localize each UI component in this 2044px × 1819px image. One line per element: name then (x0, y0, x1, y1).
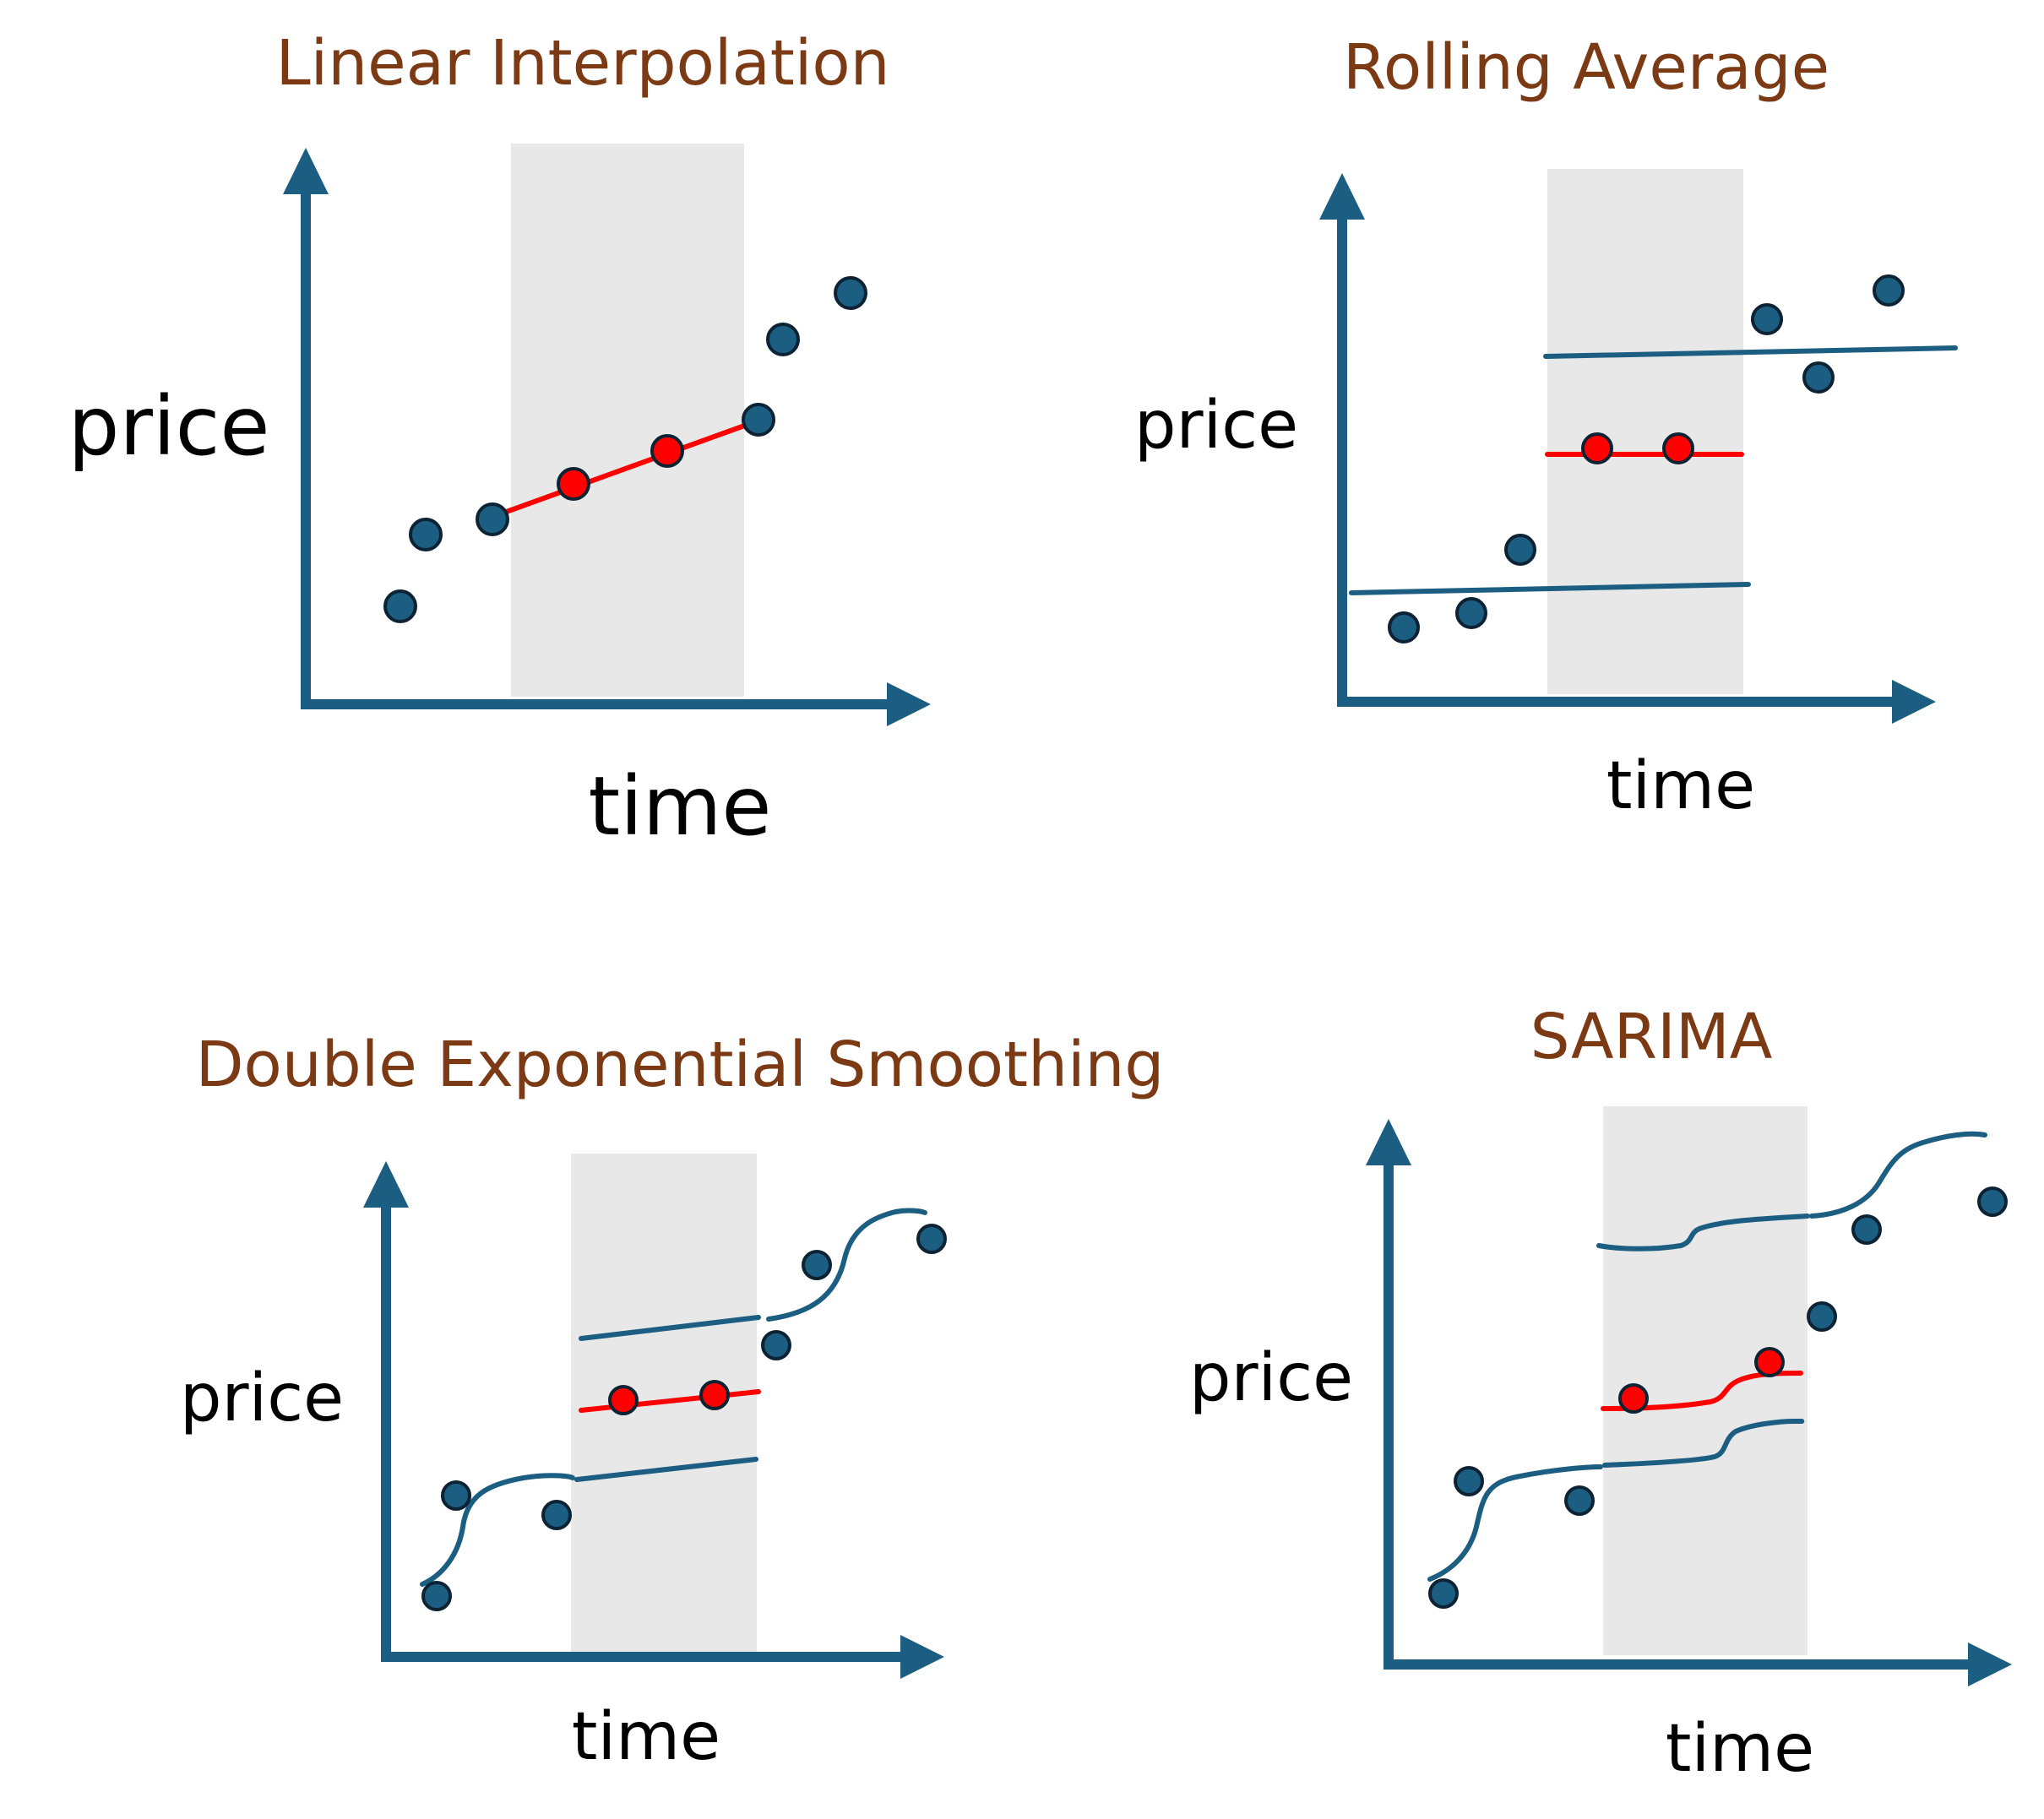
observed-point (1455, 597, 1487, 629)
observed-point (1388, 611, 1420, 643)
observed-point (1751, 303, 1783, 335)
imputed-point (608, 1385, 639, 1415)
panel-title: Rolling Average (1343, 31, 1829, 104)
imputed-point (1581, 432, 1613, 464)
observed-point (761, 1330, 791, 1360)
observed-point (383, 589, 417, 623)
observed-point (421, 1581, 452, 1611)
observed-point (409, 518, 443, 551)
x-axis-label: time (572, 1699, 720, 1775)
observed-point (916, 1224, 947, 1254)
x-axis-arrow-icon (887, 682, 931, 726)
x-axis-arrow-icon (900, 1635, 944, 1679)
observed-point (1564, 1485, 1595, 1516)
y-axis-arrow-icon (363, 1161, 409, 1208)
panel-sarima: SARIMA price time (1189, 1001, 2012, 1787)
y-axis-arrow-icon (1319, 173, 1365, 220)
observed-point (742, 403, 775, 437)
imputed-point (650, 434, 684, 468)
x-axis-label: time (589, 759, 772, 854)
x-axis-arrow-icon (1968, 1643, 2012, 1686)
sarima-upper-line (1596, 1131, 1987, 1252)
observed-point (476, 502, 509, 536)
x-axis-arrow-icon (1892, 680, 1936, 724)
observed-point (441, 1480, 471, 1511)
x-axis-label: time (1606, 748, 1755, 824)
imputed-point (1618, 1383, 1649, 1414)
observed-point (1454, 1466, 1484, 1496)
observed-point (1851, 1214, 1882, 1245)
observed-point (1802, 361, 1835, 394)
missing-data-band (1603, 1106, 1808, 1655)
observed-point (766, 323, 800, 356)
rolling-average-line (1543, 345, 1958, 359)
observed-point (1807, 1301, 1837, 1332)
panel-title: Double Exponential Smoothing (196, 1029, 1165, 1101)
sarima-lower-line (1427, 1419, 1805, 1582)
observed-point (802, 1250, 832, 1280)
panel-title: Linear Interpolation (275, 27, 889, 100)
imputed-point (699, 1380, 730, 1410)
smoothing-lower-line (420, 1457, 758, 1587)
observed-point (1504, 534, 1536, 566)
imputed-point (557, 467, 590, 501)
panel-linear-interpolation: Linear Interpolation price time (68, 27, 931, 854)
smoothing-upper-line (579, 1208, 927, 1341)
observed-point (1977, 1186, 2008, 1217)
observed-point (1428, 1578, 1459, 1609)
panel-rolling-average: Rolling Average price time (1134, 31, 1958, 824)
panel-double-exponential-smoothing: Double Exponential Smoothing price time (180, 1029, 1164, 1775)
y-axis-label: price (180, 1360, 344, 1436)
rolling-average-line (1349, 582, 1751, 595)
y-axis-label: price (1134, 388, 1298, 464)
panel-title: SARIMA (1530, 1001, 1773, 1073)
y-axis-arrow-icon (1366, 1119, 1411, 1165)
y-axis-arrow-icon (283, 148, 329, 194)
x-axis-label: time (1666, 1711, 1814, 1787)
y-axis-label: price (1189, 1340, 1353, 1416)
interpolation-line (490, 418, 761, 519)
imputed-point (1662, 432, 1694, 464)
imputed-point (1754, 1347, 1785, 1377)
observed-point (834, 276, 867, 310)
missing-data-band (1547, 169, 1743, 694)
observed-point (541, 1500, 572, 1530)
missing-data-band (511, 144, 744, 697)
observed-point (1873, 274, 1905, 307)
y-axis-label: price (68, 379, 270, 474)
